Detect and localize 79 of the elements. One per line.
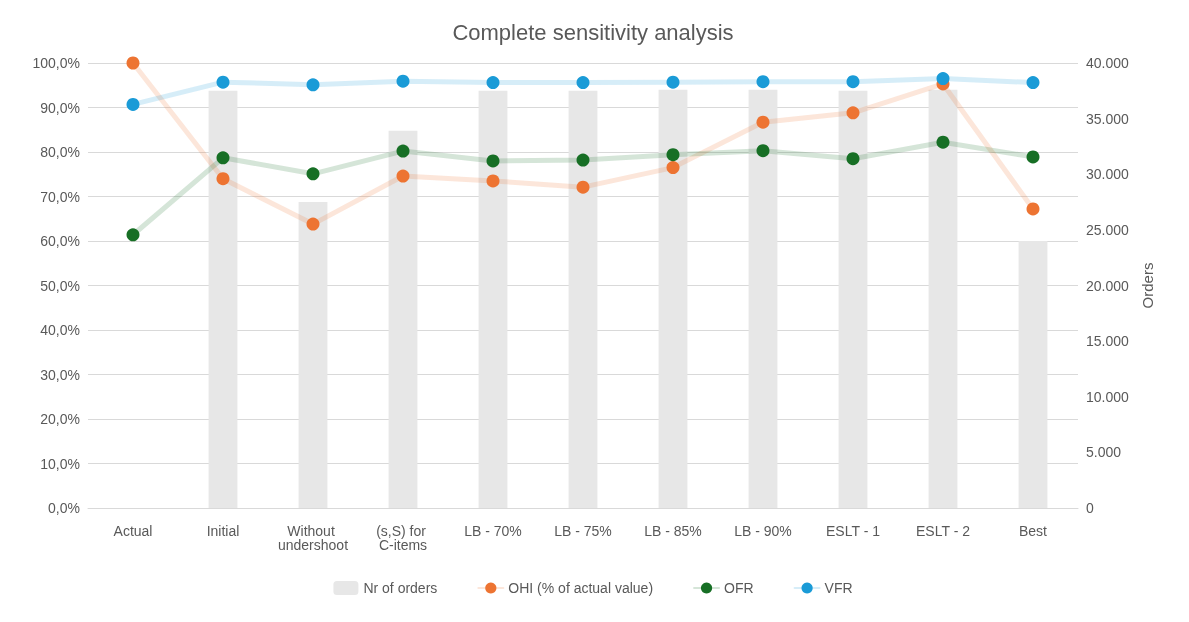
point <box>396 169 410 183</box>
point <box>846 152 860 166</box>
point <box>126 228 140 242</box>
y2-tick-label: 30.000 <box>1086 166 1130 183</box>
point <box>576 153 590 167</box>
x-tick-label: Initial <box>206 523 240 539</box>
point <box>486 174 500 188</box>
bar <box>658 89 688 508</box>
point <box>306 167 320 181</box>
point <box>756 115 770 129</box>
point <box>216 172 230 186</box>
y2-tick-label: 25.000 <box>1086 221 1130 238</box>
point <box>216 151 230 165</box>
y-tick-label: 100,0% <box>32 55 80 71</box>
bar <box>298 202 328 508</box>
y2-tick-label: 20.000 <box>1086 277 1130 294</box>
bar <box>838 90 868 508</box>
y-tick-label: 20,0% <box>40 411 80 427</box>
point <box>576 76 590 90</box>
point <box>666 161 680 175</box>
point <box>126 97 140 111</box>
legend-label: OHI (% of actual value) <box>508 580 654 596</box>
y2-axis-title: Orders <box>1139 262 1156 309</box>
y-tick-label: 40,0% <box>40 322 80 338</box>
point <box>486 76 500 90</box>
point <box>666 75 680 89</box>
y2-tick-label: 15.000 <box>1086 333 1130 350</box>
y2-tick-label: 10.000 <box>1086 388 1130 405</box>
x-tick-label: Without undershoot <box>277 523 349 553</box>
bar <box>748 89 778 508</box>
point <box>1026 150 1040 164</box>
y2-tick-label: 0 <box>1086 500 1094 516</box>
x-tick-label: LB - 85% <box>644 523 702 539</box>
x-tick-label: (s,S) for C-items <box>376 523 430 553</box>
y-tick-label: 30,0% <box>40 366 80 383</box>
bar <box>388 130 418 508</box>
y-tick-label: 60,0% <box>40 233 80 249</box>
point <box>936 72 950 86</box>
y2-tick-label: 40.000 <box>1086 55 1130 71</box>
point <box>126 56 140 70</box>
y-tick-label: 10,0% <box>40 455 80 472</box>
x-tick-label: Actual <box>113 523 153 539</box>
point <box>576 180 590 194</box>
y-tick-label: 0,0% <box>48 500 80 516</box>
point <box>486 154 500 168</box>
point <box>216 75 230 89</box>
y-tick-label: 70,0% <box>40 188 80 205</box>
y2-tick-label: 5.000 <box>1086 444 1122 461</box>
point <box>846 75 860 89</box>
chart-title: Complete sensitivity analysis <box>452 19 734 45</box>
point <box>306 78 320 92</box>
x-tick-label: LB - 90% <box>734 523 792 539</box>
x-tick-label: Best <box>1018 523 1048 539</box>
legend-label: VFR <box>824 580 853 596</box>
y-tick-label: 80,0% <box>40 144 80 160</box>
bar <box>1018 241 1048 508</box>
legend-label: OFR <box>724 580 754 596</box>
y2-tick-label: 35.000 <box>1086 110 1130 127</box>
point <box>396 144 410 158</box>
point <box>306 217 320 231</box>
bar <box>208 90 238 508</box>
point <box>1026 202 1040 216</box>
legend-label: Nr of orders <box>363 580 438 596</box>
x-tick-label: LB - 70% <box>464 523 522 539</box>
x-tick-label: ESLT - 1 <box>826 523 881 539</box>
point <box>936 135 950 149</box>
point <box>846 106 860 120</box>
point <box>666 148 680 162</box>
point <box>756 144 770 158</box>
y-tick-label: 90,0% <box>40 99 80 116</box>
point <box>1026 76 1040 90</box>
x-tick-label: LB - 75% <box>554 523 612 539</box>
bar <box>928 89 958 508</box>
point <box>756 75 770 89</box>
bar <box>568 90 598 508</box>
x-tick-label: ESLT - 2 <box>916 523 971 539</box>
y-tick-label: 50,0% <box>40 277 80 294</box>
point <box>396 74 410 88</box>
bar <box>478 90 508 508</box>
